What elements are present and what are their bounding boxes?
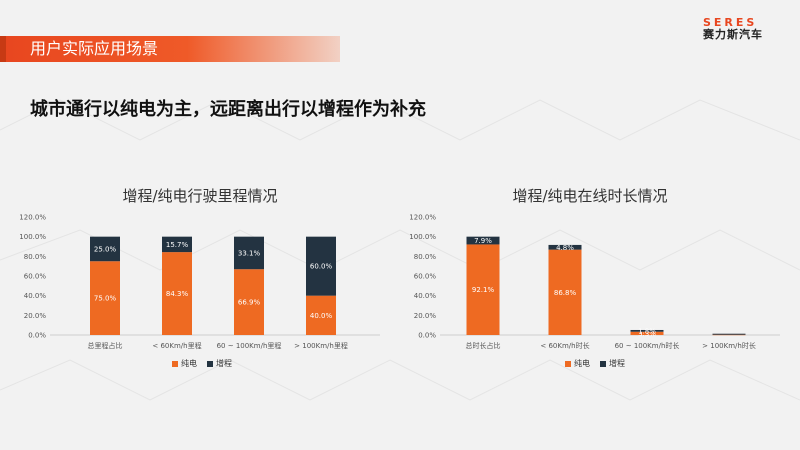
x-tick-label: > 100Km/h时长 bbox=[702, 341, 756, 350]
legend-item-ev: 纯电 bbox=[565, 358, 590, 369]
bar-ev bbox=[306, 295, 336, 335]
bar-ev bbox=[162, 252, 192, 335]
bar-erev bbox=[162, 236, 192, 253]
data-label: 40.0% bbox=[310, 312, 333, 320]
legend-label-erev: 增程 bbox=[216, 359, 232, 368]
x-tick-label: > 100Km/h里程 bbox=[294, 341, 348, 350]
legend-label-erev: 增程 bbox=[609, 359, 625, 368]
legend-item-erev: 增程 bbox=[600, 358, 625, 369]
bar-erev bbox=[548, 244, 582, 250]
legend-item-erev: 增程 bbox=[207, 358, 232, 369]
header-bar bbox=[0, 36, 340, 62]
y-tick-label: 60.0% bbox=[414, 273, 437, 281]
x-tick-label: 60 ~ 100Km/h时长 bbox=[615, 341, 680, 350]
data-label: 15.7% bbox=[166, 241, 189, 249]
bar-ev bbox=[466, 244, 500, 335]
data-label: 66.9% bbox=[238, 299, 261, 307]
y-tick-label: 100.0% bbox=[409, 233, 436, 241]
legend-label-ev: 纯电 bbox=[574, 359, 590, 368]
y-tick-label: 60.0% bbox=[24, 273, 47, 281]
legend-mileage: 纯电 增程 bbox=[172, 358, 232, 369]
legend-swatch-erev bbox=[207, 360, 213, 367]
data-label: 84.3% bbox=[166, 290, 189, 298]
legend-swatch-ev bbox=[172, 360, 178, 367]
bar-erev bbox=[712, 333, 746, 335]
chart-title-mileage: 增程/纯电行驶里程情况 bbox=[122, 187, 278, 205]
chart-mileage: 0.0% 20.0% 40.0% 60.0% 80.0% 100.0% 120.0% 75.0… bbox=[19, 214, 380, 350]
bar-erev bbox=[466, 236, 500, 245]
chart-online-time: 0.0% 20.0% 40.0% 60.0% 80.0% 100.0% 120.0% 92.1… bbox=[409, 214, 780, 350]
x-tick-label: < 60Km/h时长 bbox=[540, 341, 589, 350]
headline: 城市通行以纯电为主，远距离出行以增程作为补充 bbox=[30, 99, 426, 120]
data-label: 1.8% bbox=[638, 327, 656, 335]
data-label: 7.9% bbox=[474, 237, 492, 245]
data-label: 92.1% bbox=[472, 286, 495, 294]
x-tick-label: 总时长占比 bbox=[466, 341, 501, 350]
y-tick-label: 0.0% bbox=[418, 332, 436, 340]
x-tick-label: 总里程占比 bbox=[88, 341, 123, 350]
y-tick-label: 100.0% bbox=[19, 233, 46, 241]
legend-swatch-erev bbox=[600, 360, 606, 367]
legend-label-ev: 纯电 bbox=[181, 359, 197, 368]
chart-title-online-time: 增程/纯电在线时长情况 bbox=[512, 187, 668, 205]
bar-ev bbox=[712, 334, 746, 336]
data-label: 60.0% bbox=[310, 263, 333, 271]
bar-erev bbox=[630, 329, 664, 332]
data-label: 33.1% bbox=[238, 249, 261, 257]
data-label: 25.0% bbox=[94, 245, 117, 253]
y-tick-label: 0.0% bbox=[28, 332, 46, 340]
legend-online-time: 纯电 增程 bbox=[565, 358, 625, 369]
y-tick-label: 20.0% bbox=[414, 312, 437, 320]
legend-swatch-ev bbox=[565, 360, 571, 367]
logo-word: SERES bbox=[703, 16, 758, 29]
logo-cn: 赛力斯汽车 bbox=[703, 28, 763, 41]
data-label: 3.3% bbox=[638, 330, 656, 338]
y-tick-label: 80.0% bbox=[414, 253, 437, 261]
y-tick-label: 120.0% bbox=[19, 214, 46, 222]
brand-logo: SERES 赛力斯汽车 bbox=[703, 17, 767, 43]
y-tick-label: 40.0% bbox=[414, 292, 437, 300]
data-label: 86.8% bbox=[554, 289, 577, 297]
bar-ev bbox=[630, 331, 664, 335]
bar-ev bbox=[234, 269, 264, 335]
legend-item-ev: 纯电 bbox=[172, 358, 197, 369]
y-tick-label: 120.0% bbox=[409, 214, 436, 222]
y-tick-label: 20.0% bbox=[24, 312, 47, 320]
x-tick-label: 60 ~ 100Km/h里程 bbox=[217, 341, 282, 350]
bar-ev bbox=[90, 261, 120, 335]
bar-erev bbox=[306, 236, 336, 296]
page-title: 用户实际应用场景 bbox=[30, 39, 159, 58]
y-tick-label: 80.0% bbox=[24, 253, 47, 261]
bar-erev bbox=[90, 236, 120, 262]
data-label: 4.8% bbox=[556, 244, 574, 252]
bar-erev bbox=[234, 236, 264, 270]
header-accent bbox=[0, 36, 6, 62]
bar-ev bbox=[548, 249, 582, 335]
x-tick-label: < 60Km/h里程 bbox=[152, 341, 201, 350]
data-label: 75.0% bbox=[94, 295, 117, 303]
y-tick-label: 40.0% bbox=[24, 292, 47, 300]
